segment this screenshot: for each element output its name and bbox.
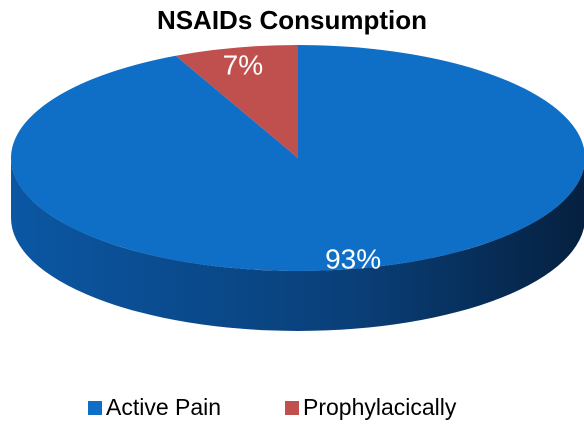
legend-label: Active Pain: [106, 394, 221, 420]
data-label: 7%: [223, 49, 263, 80]
legend-swatch: [285, 401, 299, 415]
legend: Active Pain Prophylacically: [88, 394, 457, 420]
legend-label: Prophylacically: [303, 394, 457, 420]
data-label: 93%: [325, 243, 381, 274]
slice-side: [11, 158, 584, 331]
slice: [175, 45, 298, 158]
pie: 93% 7%: [10, 45, 584, 331]
slice: [10, 45, 584, 271]
legend-swatch: [88, 401, 102, 415]
chart-title: NSAIDs Consumption: [157, 5, 427, 35]
